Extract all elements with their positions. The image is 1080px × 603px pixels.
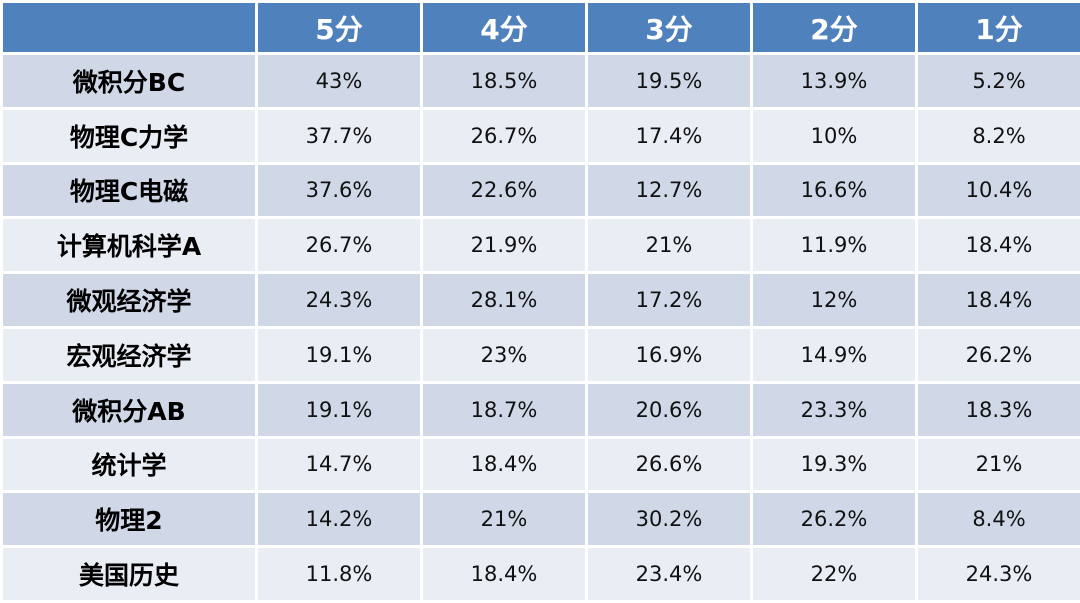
score-4-value: 18.4% (420, 435, 588, 494)
header-corner-cell (0, 0, 258, 55)
score-2-value: 14.9% (750, 325, 918, 384)
score-4-value: 18.5% (420, 52, 588, 110)
table-row: 微观经济学 24.3% 28.1% 17.2% 12% 18.4% (0, 271, 1080, 329)
score-3-value: 17.2% (585, 271, 753, 329)
table-body: 微积分BC 43% 18.5% 19.5% 13.9% 5.2% 物理C力学 3… (0, 52, 1080, 603)
score-3-value: 16.9% (585, 325, 753, 384)
table-row: 微积分BC 43% 18.5% 19.5% 13.9% 5.2% (0, 52, 1080, 110)
subject-label: 物理2 (0, 490, 258, 549)
score-4-value: 18.4% (420, 545, 588, 603)
score-1-value: 10.4% (915, 161, 1080, 220)
score-2-value: 22% (750, 545, 918, 603)
score-5-value: 14.2% (255, 490, 423, 549)
table-row: 计算机科学A 26.7% 21.9% 21% 11.9% 18.4% (0, 216, 1080, 275)
score-5-value: 19.1% (255, 325, 423, 384)
subject-label: 微观经济学 (0, 271, 258, 329)
table-row: 物理C力学 37.7% 26.7% 17.4% 10% 8.2% (0, 106, 1080, 165)
subject-label: 宏观经济学 (0, 325, 258, 384)
score-3-value: 26.6% (585, 435, 753, 494)
score-3-value: 20.6% (585, 380, 753, 439)
score-5-value: 11.8% (255, 545, 423, 603)
score-1-value: 24.3% (915, 545, 1080, 603)
score-3-value: 17.4% (585, 106, 753, 165)
score-4-value: 21.9% (420, 216, 588, 275)
score-3-value: 23.4% (585, 545, 753, 603)
table-header: 5分 4分 3分 2分 1分 (0, 0, 1080, 55)
header-score-2: 2分 (750, 0, 918, 55)
table-row: 物理2 14.2% 21% 30.2% 26.2% 8.4% (0, 490, 1080, 549)
score-3-value: 19.5% (585, 52, 753, 110)
score-2-value: 16.6% (750, 161, 918, 220)
score-5-value: 14.7% (255, 435, 423, 494)
score-1-value: 18.4% (915, 216, 1080, 275)
score-1-value: 8.4% (915, 490, 1080, 549)
header-score-4: 4分 (420, 0, 588, 55)
score-2-value: 23.3% (750, 380, 918, 439)
table-row: 微积分AB 19.1% 18.7% 20.6% 23.3% 18.3% (0, 380, 1080, 439)
table-row: 物理C电磁 37.6% 22.6% 12.7% 16.6% 10.4% (0, 161, 1080, 220)
score-2-value: 12% (750, 271, 918, 329)
table-row: 宏观经济学 19.1% 23% 16.9% 14.9% 26.2% (0, 325, 1080, 384)
subject-label: 微积分AB (0, 380, 258, 439)
score-2-value: 26.2% (750, 490, 918, 549)
score-3-value: 21% (585, 216, 753, 275)
score-2-value: 19.3% (750, 435, 918, 494)
score-1-value: 5.2% (915, 52, 1080, 110)
score-1-value: 18.4% (915, 271, 1080, 329)
header-score-3: 3分 (585, 0, 753, 55)
score-5-value: 24.3% (255, 271, 423, 329)
subject-label: 微积分BC (0, 52, 258, 110)
subject-label: 计算机科学A (0, 216, 258, 275)
score-2-value: 10% (750, 106, 918, 165)
score-5-value: 43% (255, 52, 423, 110)
score-5-value: 37.6% (255, 161, 423, 220)
score-4-value: 22.6% (420, 161, 588, 220)
score-4-value: 26.7% (420, 106, 588, 165)
header-score-5: 5分 (255, 0, 423, 55)
score-4-value: 28.1% (420, 271, 588, 329)
header-score-1: 1分 (915, 0, 1080, 55)
score-2-value: 11.9% (750, 216, 918, 275)
score-1-value: 8.2% (915, 106, 1080, 165)
score-4-value: 18.7% (420, 380, 588, 439)
subject-label: 物理C电磁 (0, 161, 258, 220)
header-row: 5分 4分 3分 2分 1分 (0, 0, 1080, 55)
score-1-value: 18.3% (915, 380, 1080, 439)
score-4-value: 21% (420, 490, 588, 549)
score-2-value: 13.9% (750, 52, 918, 110)
table-row: 统计学 14.7% 18.4% 26.6% 19.3% 21% (0, 435, 1080, 494)
subject-label: 统计学 (0, 435, 258, 494)
score-3-value: 30.2% (585, 490, 753, 549)
score-3-value: 12.7% (585, 161, 753, 220)
score-5-value: 19.1% (255, 380, 423, 439)
score-1-value: 21% (915, 435, 1080, 494)
subject-label: 美国历史 (0, 545, 258, 603)
score-5-value: 37.7% (255, 106, 423, 165)
score-1-value: 26.2% (915, 325, 1080, 384)
subject-label: 物理C力学 (0, 106, 258, 165)
score-4-value: 23% (420, 325, 588, 384)
table-row: 美国历史 11.8% 18.4% 23.4% 22% 24.3% (0, 545, 1080, 603)
score-5-value: 26.7% (255, 216, 423, 275)
